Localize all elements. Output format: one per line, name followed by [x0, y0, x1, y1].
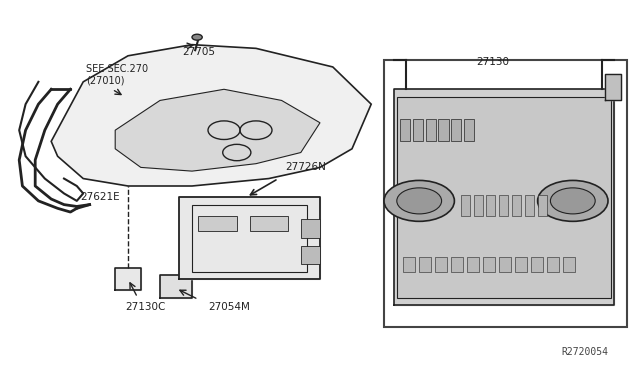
- Bar: [192, 205, 307, 272]
- Text: 27726N: 27726N: [285, 163, 326, 172]
- Circle shape: [384, 180, 454, 221]
- Bar: [499, 257, 511, 272]
- Bar: [512, 195, 521, 216]
- Bar: [426, 119, 436, 141]
- Bar: [198, 216, 237, 231]
- Bar: [451, 119, 461, 141]
- Bar: [451, 257, 463, 272]
- Bar: [499, 195, 508, 216]
- Bar: [515, 257, 527, 272]
- Text: 27130C: 27130C: [125, 302, 165, 312]
- Polygon shape: [179, 197, 320, 279]
- Bar: [563, 257, 575, 272]
- Bar: [384, 60, 627, 327]
- Bar: [483, 257, 495, 272]
- Bar: [250, 216, 288, 231]
- Bar: [301, 219, 320, 238]
- Polygon shape: [160, 275, 192, 298]
- Bar: [547, 257, 559, 272]
- Bar: [538, 195, 547, 216]
- Circle shape: [397, 188, 442, 214]
- Bar: [403, 257, 415, 272]
- Bar: [467, 257, 479, 272]
- Bar: [400, 119, 410, 141]
- Polygon shape: [115, 268, 141, 290]
- Text: 27705: 27705: [182, 47, 216, 57]
- Text: 27621E: 27621E: [80, 192, 120, 202]
- Circle shape: [538, 180, 608, 221]
- Bar: [435, 257, 447, 272]
- Bar: [419, 257, 431, 272]
- Polygon shape: [115, 89, 320, 171]
- Bar: [438, 119, 449, 141]
- Polygon shape: [51, 45, 371, 186]
- Bar: [531, 257, 543, 272]
- Bar: [413, 119, 423, 141]
- Bar: [464, 119, 474, 141]
- Text: 27054M: 27054M: [208, 302, 250, 312]
- Bar: [525, 195, 534, 216]
- Bar: [397, 97, 611, 298]
- Bar: [301, 246, 320, 264]
- Circle shape: [550, 188, 595, 214]
- Polygon shape: [394, 89, 614, 305]
- Polygon shape: [605, 74, 621, 100]
- Bar: [461, 195, 470, 216]
- Bar: [474, 195, 483, 216]
- Text: SEE SEC.270
(27010): SEE SEC.270 (27010): [86, 64, 148, 85]
- Text: R2720054: R2720054: [561, 347, 608, 357]
- Text: 27130: 27130: [476, 57, 509, 67]
- Bar: [486, 195, 495, 216]
- Circle shape: [192, 34, 202, 40]
